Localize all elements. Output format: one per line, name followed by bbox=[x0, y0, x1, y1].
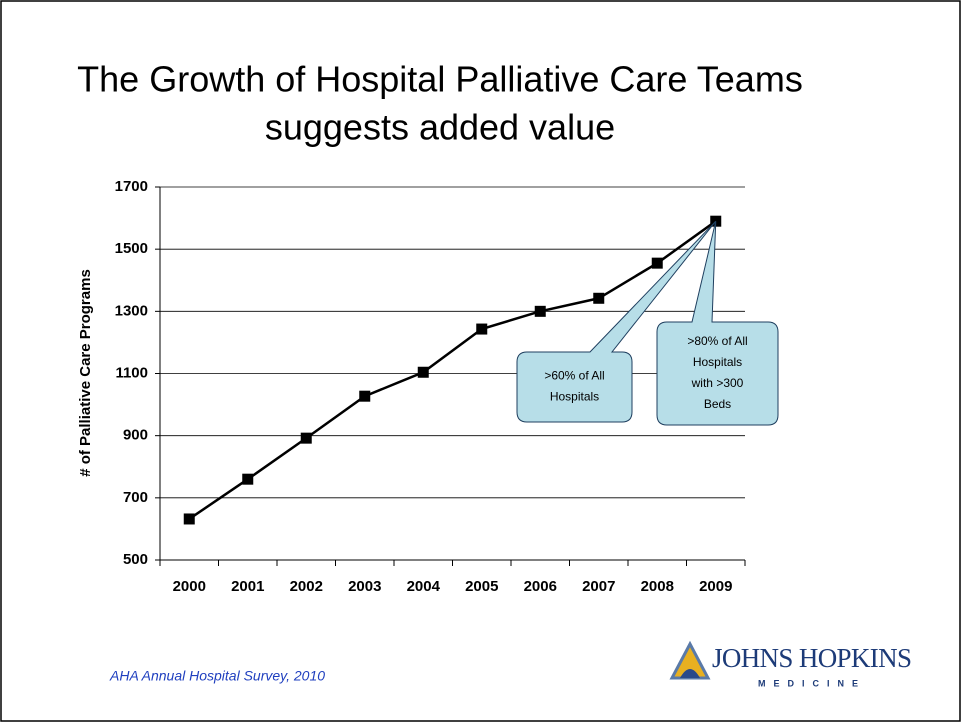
x-tick-label: 2003 bbox=[348, 578, 381, 595]
callout-text: >60% of All bbox=[544, 369, 604, 383]
data-point bbox=[183, 513, 195, 525]
logo-icon-dome bbox=[680, 669, 700, 678]
y-tick-label: 1500 bbox=[115, 240, 148, 257]
title-line: The Growth of Hospital Palliative Care T… bbox=[77, 59, 803, 100]
logo: JOHNS HOPKINS MEDICINE bbox=[669, 640, 912, 688]
data-point bbox=[359, 390, 371, 402]
x-tick-label: 2001 bbox=[231, 578, 264, 595]
y-tick-label: 900 bbox=[123, 427, 148, 444]
callout-text: Hospitals bbox=[550, 390, 599, 404]
data-point bbox=[651, 257, 663, 269]
y-axis-label: # of Palliative Care Programs bbox=[77, 269, 94, 477]
x-tick-label: 2009 bbox=[699, 578, 732, 595]
y-tick-label: 500 bbox=[123, 551, 148, 568]
y-tick-label: 1100 bbox=[115, 364, 148, 381]
callout-text: Beds bbox=[704, 397, 731, 411]
data-line bbox=[188, 220, 717, 521]
x-tick-label: 2004 bbox=[407, 578, 441, 595]
callout-text: with >300 bbox=[691, 376, 744, 390]
logo-sub: MEDICINE bbox=[758, 678, 866, 688]
y-tick-label: 1700 bbox=[115, 178, 148, 195]
callout bbox=[656, 221, 779, 426]
callout-text: >80% of All bbox=[687, 334, 747, 348]
data-point bbox=[476, 323, 488, 335]
x-tick-label: 2000 bbox=[173, 578, 206, 595]
data-point bbox=[593, 292, 605, 304]
x-tick-label: 2002 bbox=[290, 578, 323, 595]
y-tick-label: 700 bbox=[123, 489, 148, 506]
data-point bbox=[534, 305, 546, 317]
callout-text: Hospitals bbox=[693, 355, 742, 369]
title-line: suggests added value bbox=[265, 107, 615, 148]
callout bbox=[516, 220, 717, 423]
x-tick-label: 2007 bbox=[582, 578, 615, 595]
data-point bbox=[242, 473, 254, 485]
data-point bbox=[300, 432, 312, 444]
y-tick-label: 1300 bbox=[115, 302, 148, 319]
x-tick-label: 2008 bbox=[641, 578, 674, 595]
x-tick-label: 2006 bbox=[524, 578, 557, 595]
data-point bbox=[417, 366, 429, 378]
x-tick-label: 2005 bbox=[465, 578, 498, 595]
source-note: AHA Annual Hospital Survey, 2010 bbox=[109, 668, 325, 684]
logo-name: JOHNS HOPKINS bbox=[712, 643, 912, 673]
